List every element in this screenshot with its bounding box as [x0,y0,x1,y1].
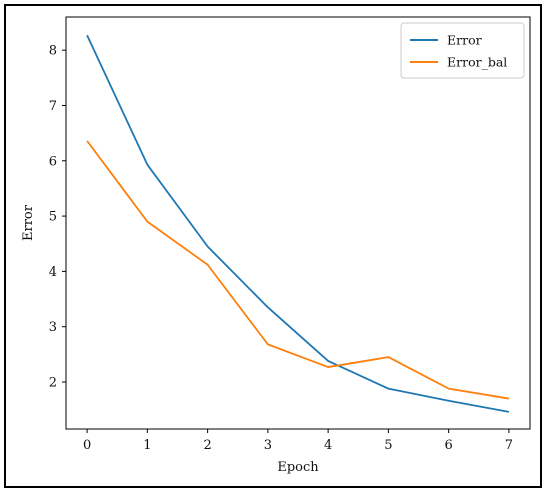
x-tick-label: 0 [83,438,91,453]
series-lines [86,34,510,413]
x-axis-label: Epoch [277,460,319,475]
y-axis: 2 3 4 5 6 7 8 [49,44,66,390]
x-tick-label: 3 [264,438,272,453]
y-tick-label: 4 [49,265,57,280]
plot-area [65,16,531,430]
y-tick-label: 8 [49,44,57,59]
legend-box [400,22,525,79]
x-tick-label: 1 [143,438,151,453]
x-tick-label: 5 [384,438,392,453]
y-tick-label: 6 [49,154,57,169]
y-tick-label: 2 [49,375,57,390]
x-tick-label: 6 [445,438,453,453]
legend-label: Error [447,33,482,48]
series-line-error [86,34,510,413]
x-axis: 0 1 2 3 4 5 6 7 [83,429,513,453]
legend: Error Error_bal [400,22,525,79]
legend-label: Error_bal [447,55,507,70]
y-tick-label: 7 [49,99,57,114]
x-tick-label: 7 [505,438,513,453]
y-axis-label: Error [21,204,36,241]
series-line-error-bal [86,140,510,400]
line-chart: 2 3 4 5 6 7 8 0 1 2 3 4 5 6 7 Epoch Error Error Error_… [21,16,531,475]
y-tick-label: 3 [49,320,57,335]
chart-figure: 2 3 4 5 6 7 8 0 1 2 3 4 5 6 7 Epoch Error Error Error_… [4,4,542,488]
x-tick-label: 2 [203,438,211,453]
x-tick-label: 4 [324,438,332,453]
y-tick-label: 5 [49,210,57,225]
